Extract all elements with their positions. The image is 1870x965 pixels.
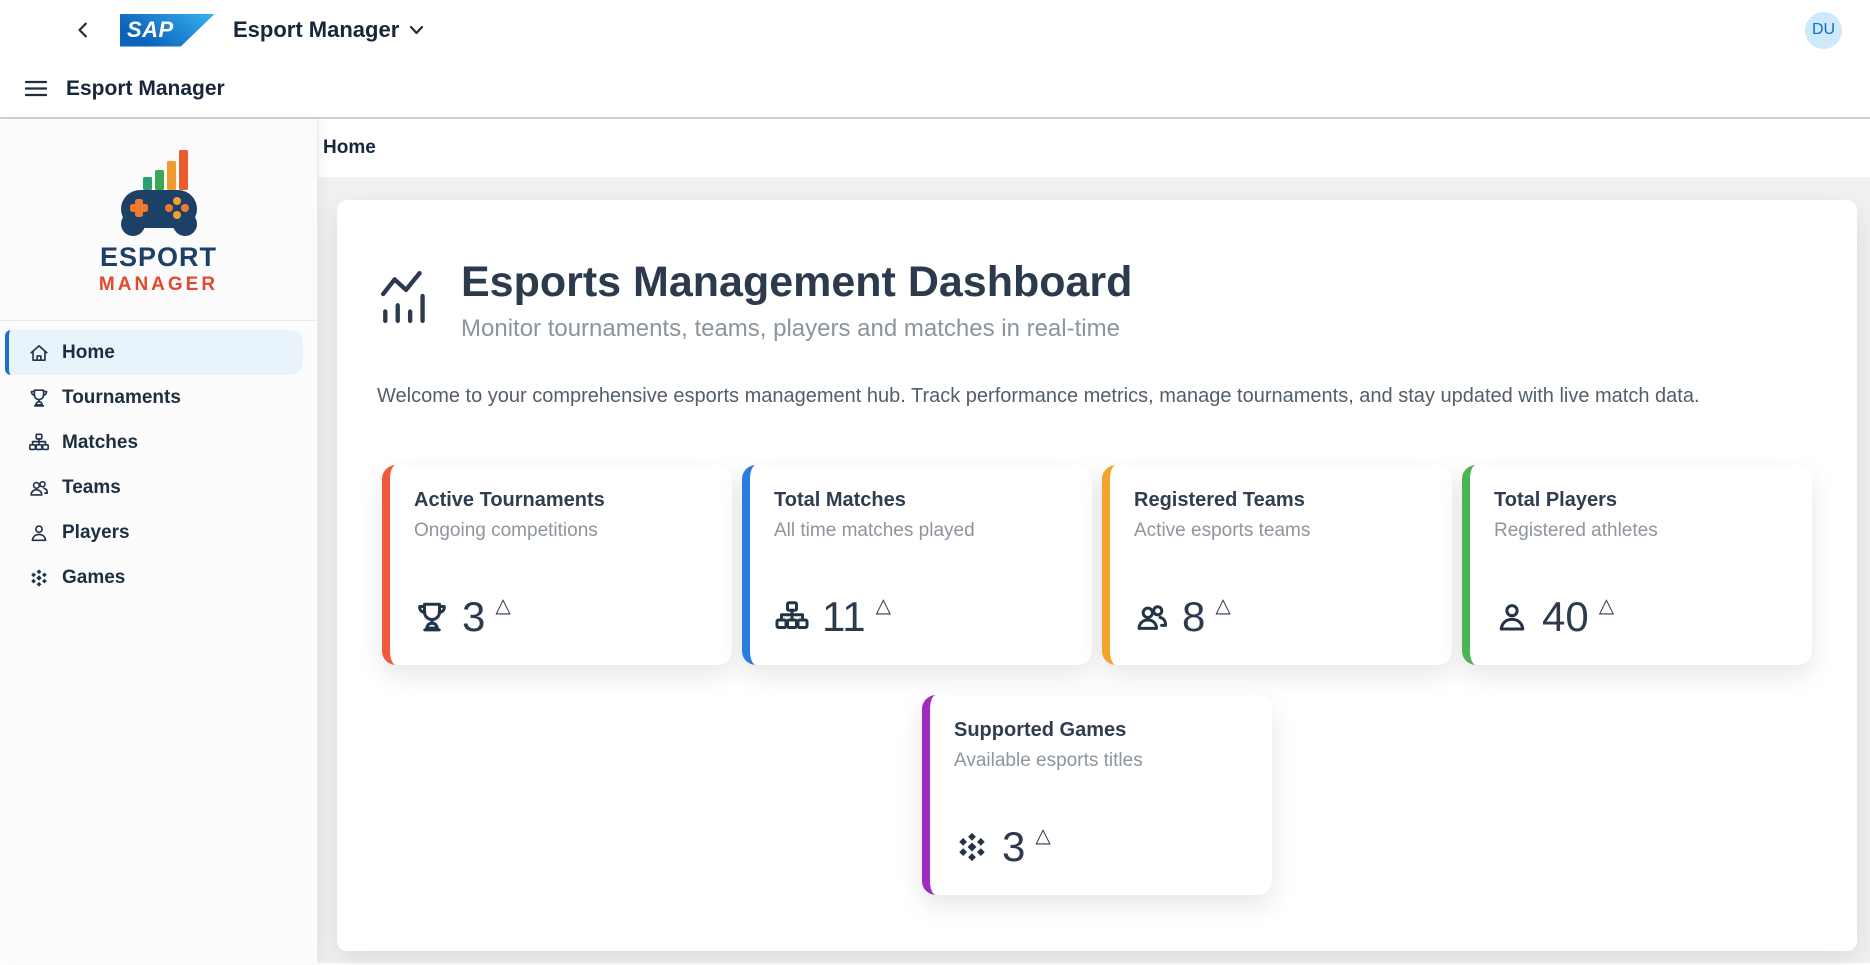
kpi-value: 3 xyxy=(1002,823,1026,871)
kpi-title: Supported Games xyxy=(954,719,1127,742)
chevron-left-icon xyxy=(78,22,87,38)
kpi-subtitle: Ongoing competitions xyxy=(414,520,598,542)
kpi-value-row: 40 △ xyxy=(1494,593,1788,641)
trend-up-icon: △ xyxy=(495,593,511,618)
app-title: Esport Manager xyxy=(66,76,225,100)
product-title[interactable]: Esport Manager xyxy=(233,17,400,42)
sidebar-item-label: Matches xyxy=(62,431,139,453)
kpi-value: 40 xyxy=(1542,593,1589,641)
sidebar-nav: Home Tournaments Matches Teams xyxy=(0,321,317,600)
hamburger-icon xyxy=(25,80,47,97)
trophy-icon xyxy=(414,599,450,635)
breadcrumb[interactable]: Home xyxy=(323,137,376,158)
dashboard-panel: Esports Management Dashboard Monitor tou… xyxy=(337,200,1857,951)
kpi-value: 8 xyxy=(1182,593,1206,641)
org-chart-icon xyxy=(774,599,810,635)
content-area: Home Esports Management Dashboard Monito… xyxy=(318,119,1870,963)
sidebar-item-label: Players xyxy=(62,521,130,543)
sidebar-item-label: Games xyxy=(62,566,126,588)
menu-button[interactable] xyxy=(24,77,48,101)
trophy-icon xyxy=(28,387,50,409)
org-chart-icon xyxy=(28,432,50,454)
kpi-card-total-matches[interactable]: Total Matches All time matches played 11… xyxy=(742,465,1092,666)
page-title: Esports Management Dashboard xyxy=(461,258,1133,306)
sidebar-item-players[interactable]: Players xyxy=(0,510,303,555)
sidebar-item-teams[interactable]: Teams xyxy=(0,465,303,510)
dashboard-header: Esports Management Dashboard Monitor tou… xyxy=(377,258,1817,343)
kpi-value-row: 11 △ xyxy=(774,593,1068,641)
sidebar-item-label: Home xyxy=(62,341,115,363)
sidebar-item-home[interactable]: Home xyxy=(5,330,303,375)
kpi-value: 11 xyxy=(822,593,866,641)
sap-logo-text: SAP xyxy=(127,17,174,42)
kpi-value-row: 8 △ xyxy=(1134,593,1428,641)
kpi-grid: Active Tournaments Ongoing competitions … xyxy=(377,465,1817,896)
sap-logo[interactable]: SAP xyxy=(120,13,215,47)
product-menu-toggle[interactable] xyxy=(409,25,424,35)
chevron-down-icon xyxy=(410,25,424,35)
kpi-card-supported-games[interactable]: Supported Games Available esports titles… xyxy=(922,695,1272,896)
dashboard-titles: Esports Management Dashboard Monitor tou… xyxy=(461,258,1132,343)
trend-up-icon: △ xyxy=(1598,593,1615,618)
back-button[interactable] xyxy=(72,18,96,42)
kpi-subtitle: Registered athletes xyxy=(1494,520,1658,542)
kpi-subtitle: Available esports titles xyxy=(954,750,1143,772)
kpi-title: Registered Teams xyxy=(1134,489,1305,512)
trend-up-icon: △ xyxy=(875,593,891,618)
logo-title: ESPORT xyxy=(99,241,218,272)
breadcrumb-bar: Home xyxy=(318,119,1870,177)
panel-wrap: Esports Management Dashboard Monitor tou… xyxy=(318,177,1870,963)
sidebar-item-games[interactable]: Games xyxy=(0,555,303,600)
kpi-subtitle: All time matches played xyxy=(774,520,975,542)
teams-icon xyxy=(1134,599,1170,635)
kpi-title: Total Matches xyxy=(774,489,906,512)
person-icon xyxy=(28,522,50,544)
sidebar: ESPORT MANAGER Home Tournaments Match xyxy=(0,119,318,963)
line-bar-chart-icon xyxy=(381,271,425,324)
sidebar-item-tournaments[interactable]: Tournaments xyxy=(0,375,303,420)
kpi-value-row: 3 △ xyxy=(414,593,708,641)
kpi-title: Active Tournaments xyxy=(414,489,605,512)
kpi-value-row: 3 △ xyxy=(954,823,1248,871)
kpi-card-registered-teams[interactable]: Registered Teams Active esports teams 8 … xyxy=(1102,465,1452,666)
cubes-icon xyxy=(954,829,990,865)
logo-subtitle: MANAGER xyxy=(98,273,219,295)
kpi-subtitle: Active esports teams xyxy=(1134,520,1311,542)
avatar[interactable]: DU xyxy=(1805,11,1842,49)
sidebar-item-matches[interactable]: Matches xyxy=(0,420,303,465)
kpi-card-active-tournaments[interactable]: Active Tournaments Ongoing competitions … xyxy=(382,465,732,666)
gamepad-chart-logo-icon xyxy=(120,149,197,236)
sidebar-item-label: Teams xyxy=(62,476,121,498)
brand-logo: ESPORT MANAGER xyxy=(0,119,317,321)
main-area: ESPORT MANAGER Home Tournaments Match xyxy=(0,119,1870,963)
welcome-text: Welcome to your comprehensive esports ma… xyxy=(377,385,1700,408)
person-icon xyxy=(1494,599,1530,635)
trend-up-icon: △ xyxy=(1035,823,1051,848)
app-header: Esport Manager xyxy=(0,60,1870,119)
shell-bar: SAP Esport Manager DU xyxy=(0,0,1870,60)
kpi-value: 3 xyxy=(462,593,486,641)
sidebar-item-label: Tournaments xyxy=(62,386,181,408)
home-icon xyxy=(28,342,50,364)
teams-icon xyxy=(28,477,50,499)
kpi-card-total-players[interactable]: Total Players Registered athletes 40 △ xyxy=(1462,465,1812,666)
trend-up-icon: △ xyxy=(1215,593,1231,618)
page-subtitle: Monitor tournaments, teams, players and … xyxy=(461,315,1120,343)
cubes-icon xyxy=(28,567,50,589)
kpi-title: Total Players xyxy=(1494,489,1618,512)
